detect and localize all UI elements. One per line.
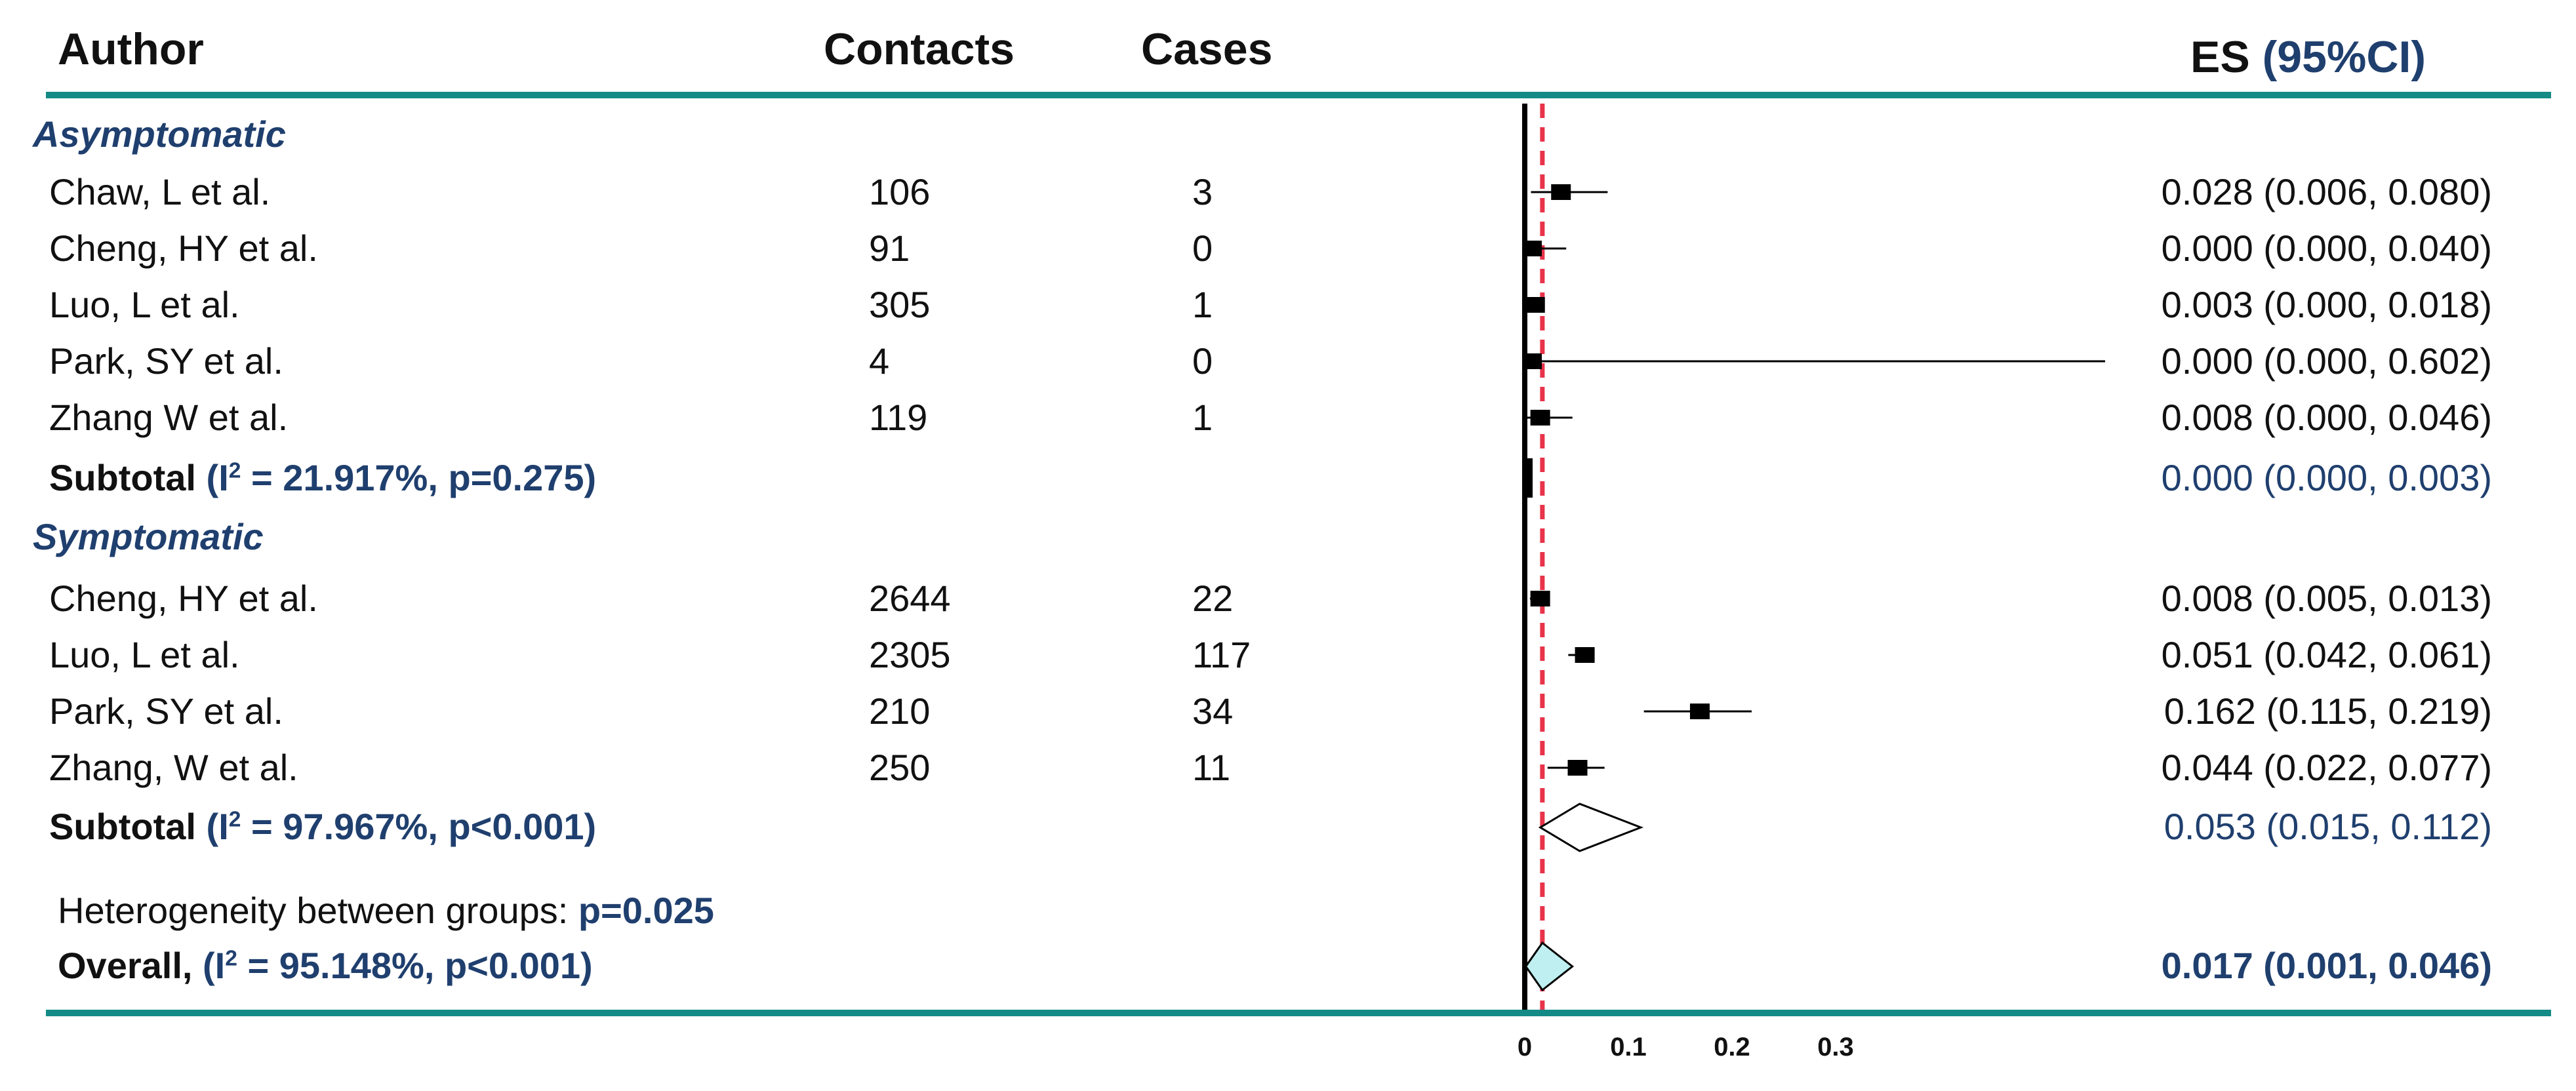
study-cases: 3 [1192,171,1213,212]
study-contacts: 250 [869,747,931,788]
study-cases: 0 [1192,340,1213,382]
study-cases: 117 [1192,634,1251,675]
study-contacts: 106 [869,171,931,212]
heterogeneity-text: Heterogeneity between groups: p=0.025 [58,889,714,932]
study-author: Cheng, HY et al. [49,228,318,269]
overall-es: 0.017 (0.001, 0.046) [2161,945,2492,986]
subtotal-diamond [1538,803,1644,852]
study-cases: 1 [1192,284,1213,325]
subtotal-stats: (I2 = 21.917%, p=0.275) [206,457,597,498]
study-author: Zhang, W et al. [49,747,298,788]
point-estimate-square [1689,704,1710,719]
study-cases: 22 [1192,578,1234,619]
study-es: 0.008 (0.000, 0.046) [2161,397,2492,438]
study-es: 0.051 (0.042, 0.061) [2161,634,2492,675]
study-author: Zhang W et al. [49,397,289,438]
overall-diamond [1524,941,1575,992]
study-es: 0.000 (0.000, 0.602) [2161,340,2492,382]
study-es: 0.008 (0.005, 0.013) [2161,578,2492,619]
point-estimate-square [1522,241,1542,256]
study-contacts: 2644 [869,578,951,619]
group-label-symptomatic: Symptomatic [33,516,264,557]
subtotal-es: 0.053 (0.015, 0.112) [2163,806,2492,847]
heterogeneity-p: p=0.025 [578,890,714,931]
study-author: Luo, L et al. [49,634,240,675]
subtotal-label: Subtotal (I2 = 97.967%, p<0.001) [49,805,596,848]
subtotal-word: Subtotal [49,457,196,498]
ci-label: (95%CI) [2262,32,2426,82]
point-estimate-square [1567,760,1588,776]
study-contacts: 4 [869,340,890,382]
subtotal-stats: (I2 = 97.967%, p<0.001) [206,806,597,847]
col-header-cases: Cases [1141,24,1273,74]
col-header-author: Author [58,24,204,74]
overall-word: Overall, [58,945,203,986]
point-estimate-square [1525,297,1545,313]
study-author: Cheng, HY et al. [49,578,318,619]
study-contacts: 210 [869,690,931,732]
study-cases: 34 [1192,690,1234,732]
study-author: Park, SY et al. [49,340,283,382]
study-contacts: 2305 [869,634,951,675]
x-tick-label: 0.3 [1817,1033,1854,1061]
study-contacts: 305 [869,284,931,325]
x-tick-label: 0.1 [1610,1033,1647,1061]
study-es: 0.003 (0.000, 0.018) [2161,284,2492,325]
overall-label: Overall, (I2 = 95.148%, p<0.001) [58,944,593,987]
point-estimate-square [1551,184,1571,200]
col-header-es: ES (95%CI) [2190,31,2426,83]
subtotal-word: Subtotal [49,806,196,847]
study-contacts: 91 [869,228,910,269]
study-es: 0.162 (0.115, 0.219) [2163,690,2492,732]
study-author: Chaw, L et al. [49,171,271,212]
top-rule [46,92,2551,98]
study-author: Park, SY et al. [49,690,283,732]
subtotal-es: 0.000 (0.000, 0.003) [2161,457,2492,498]
study-cases: 0 [1192,228,1213,269]
point-estimate-square [1530,410,1550,426]
x-tick-label: 0.2 [1714,1033,1750,1061]
group-label-asymptomatic: Asymptomatic [33,113,286,155]
col-header-contacts: Contacts [824,24,1015,74]
point-estimate-square [1522,353,1542,369]
study-author: Luo, L et al. [49,284,240,325]
x-tick-label: 0 [1518,1033,1532,1061]
point-estimate-square [1530,591,1550,606]
heterogeneity-label: Heterogeneity between groups: [58,890,578,931]
es-label: ES [2190,32,2250,82]
study-cases: 1 [1192,397,1213,438]
overall-stats: (I2 = 95.148%, p<0.001) [203,945,593,986]
study-cases: 11 [1192,747,1231,788]
study-es: 0.028 (0.006, 0.080) [2161,171,2492,212]
study-es: 0.044 (0.022, 0.077) [2161,747,2492,788]
study-es: 0.000 (0.000, 0.040) [2161,228,2492,269]
subtotal-diamond [1526,458,1533,498]
subtotal-label: Subtotal (I2 = 21.917%, p=0.275) [49,456,596,499]
point-estimate-square [1575,647,1595,663]
study-contacts: 119 [869,397,928,438]
bottom-rule [46,1010,2551,1016]
